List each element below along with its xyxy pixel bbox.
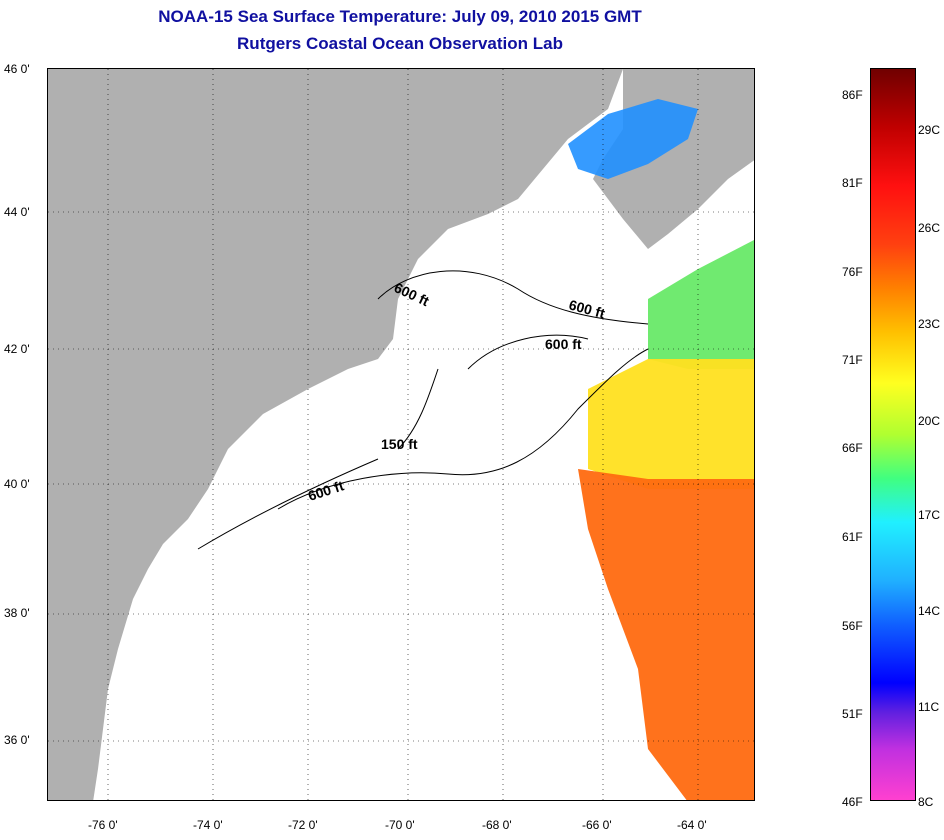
colorbar-f-label: 71F: [842, 353, 863, 367]
contour-label: 150 ft: [381, 436, 418, 452]
lat-label: 46 0': [4, 62, 30, 76]
colorbar-f-label: 81F: [842, 176, 863, 190]
colorbar-c-label: 29C: [918, 123, 941, 137]
lat-label: 36 0': [4, 733, 30, 747]
colorbar-f-label: 51F: [842, 707, 863, 721]
lat-label: 38 0': [4, 606, 30, 620]
lon-label: -72 0': [288, 818, 318, 832]
temperature-colorbar: [870, 68, 916, 801]
colorbar-c-label: 14C: [918, 604, 941, 618]
contour-label: 600 ft: [306, 477, 346, 504]
colorbar-c-label: 17C: [918, 508, 941, 522]
grid-lines: [48, 69, 754, 800]
sst-map: 600 ft 600 ft 600 ft 150 ft 600 ft: [47, 68, 755, 801]
bathymetry-contours: [197, 270, 649, 550]
colorbar-c-label: 8C: [918, 795, 934, 809]
land-north-america: [48, 69, 623, 800]
lon-label: -66 0': [582, 818, 612, 832]
lon-label: -76 0': [88, 818, 118, 832]
sst-cold-patch: [568, 99, 698, 179]
lon-label: -74 0': [193, 818, 223, 832]
colorbar-f-label: 61F: [842, 530, 863, 544]
lon-label: -68 0': [482, 818, 512, 832]
colorbar-f-label: 86F: [842, 88, 863, 102]
lat-label: 42 0': [4, 342, 30, 356]
colorbar-f-label: 66F: [842, 441, 863, 455]
sst-mild-patch: [588, 359, 754, 489]
colorbar-f-label: 76F: [842, 265, 863, 279]
contour-label: 600 ft: [392, 279, 432, 309]
colorbar-f-label: 56F: [842, 619, 863, 633]
colorbar-c-label: 23C: [918, 317, 941, 331]
lon-label: -70 0': [385, 818, 415, 832]
lon-label: -64 0': [677, 818, 707, 832]
contour-label: 600 ft: [567, 296, 607, 321]
sst-cool-patch: [648, 240, 754, 369]
map-title: NOAA-15 Sea Surface Temperature: July 09…: [158, 7, 642, 26]
colorbar-f-label: 46F: [842, 795, 863, 809]
sst-warm-patch: [578, 469, 754, 800]
colorbar-c-label: 26C: [918, 221, 941, 235]
lat-label: 40 0': [4, 477, 30, 491]
map-canvas: 600 ft 600 ft 600 ft 150 ft 600 ft: [48, 69, 754, 800]
map-subtitle: Rutgers Coastal Ocean Observation Lab: [237, 34, 563, 53]
colorbar-c-label: 11C: [918, 700, 940, 714]
contour-label: 600 ft: [545, 336, 582, 352]
colorbar-c-label: 20C: [918, 414, 941, 428]
lat-label: 44 0': [4, 205, 30, 219]
